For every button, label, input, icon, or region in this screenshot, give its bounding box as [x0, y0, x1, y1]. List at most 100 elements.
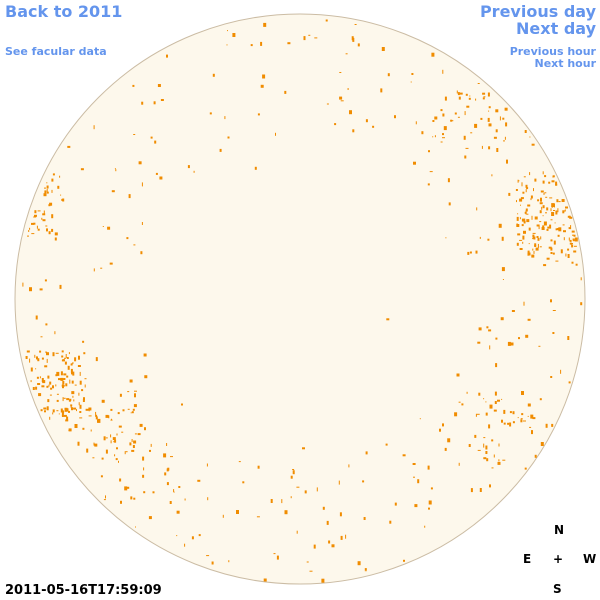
facula	[308, 34, 311, 36]
facula	[31, 222, 34, 225]
facula	[482, 92, 486, 95]
facula	[131, 411, 134, 414]
facula	[439, 428, 441, 432]
facula	[548, 246, 552, 249]
facula	[47, 399, 50, 403]
facula	[138, 161, 142, 165]
facula	[485, 451, 488, 454]
facula	[562, 210, 565, 214]
facula	[485, 445, 488, 450]
facula	[66, 375, 69, 378]
facula	[389, 520, 392, 524]
facula	[110, 440, 112, 444]
facula	[76, 409, 77, 412]
facula	[81, 389, 84, 392]
facula	[331, 544, 335, 548]
facula	[46, 188, 48, 192]
facula	[130, 496, 133, 500]
facula	[150, 136, 153, 139]
facula	[522, 191, 525, 194]
facula	[456, 373, 460, 377]
facula	[212, 73, 215, 77]
facula	[463, 135, 466, 140]
facula	[79, 380, 82, 385]
facula	[427, 183, 430, 186]
facula	[468, 97, 471, 100]
facular-link[interactable]: See facular data	[5, 45, 107, 58]
facula	[345, 53, 348, 55]
facula	[61, 415, 64, 417]
facula	[110, 419, 113, 421]
facula	[495, 337, 498, 340]
facula	[46, 385, 49, 388]
facula	[532, 232, 536, 234]
facula	[74, 384, 77, 386]
facula	[549, 197, 553, 199]
facula	[574, 237, 578, 242]
facula	[273, 553, 276, 555]
facula	[572, 238, 575, 241]
facula	[362, 480, 365, 483]
facula	[468, 444, 471, 447]
back-link[interactable]: Back to 2011	[5, 2, 123, 21]
facula	[571, 244, 574, 248]
facula	[567, 248, 570, 251]
facula	[226, 44, 228, 46]
facula	[90, 429, 92, 432]
facula	[458, 462, 460, 466]
facula	[482, 97, 485, 100]
facula	[62, 198, 65, 202]
facula	[488, 106, 491, 109]
facula	[447, 438, 451, 443]
facula	[458, 96, 461, 100]
facula	[340, 535, 343, 540]
facula	[519, 198, 523, 202]
facula	[348, 464, 350, 468]
facula	[526, 213, 529, 215]
facula	[556, 199, 559, 203]
facula	[134, 433, 137, 435]
facula	[465, 147, 469, 149]
facula	[35, 315, 38, 320]
facula	[479, 236, 481, 239]
previous-hour-link[interactable]: Previous hour	[509, 45, 596, 58]
facula	[169, 501, 172, 504]
facula	[569, 239, 572, 242]
facula	[340, 100, 344, 102]
facula	[74, 357, 77, 362]
facula	[521, 391, 524, 395]
facula	[263, 578, 267, 582]
facula	[142, 456, 145, 461]
facula	[485, 412, 488, 416]
facula	[568, 237, 570, 241]
facula	[524, 467, 527, 470]
facula	[519, 239, 523, 241]
facula	[491, 439, 494, 442]
facula	[37, 383, 41, 385]
facula	[461, 403, 464, 406]
facula	[502, 117, 505, 120]
facula	[454, 112, 457, 115]
next-day-link[interactable]: Next day	[516, 19, 596, 38]
facula	[571, 230, 575, 233]
facula	[542, 205, 545, 209]
facula	[184, 498, 186, 501]
facula	[554, 203, 555, 208]
facula	[31, 233, 35, 235]
next-hour-link[interactable]: Next hour	[534, 57, 597, 70]
facula	[562, 224, 565, 226]
facula	[533, 236, 536, 240]
facula	[133, 440, 137, 444]
facula	[502, 279, 504, 280]
facula	[281, 499, 283, 504]
facula	[544, 192, 547, 194]
facula	[232, 33, 236, 37]
facula	[517, 417, 519, 419]
facula	[166, 54, 168, 58]
previous-day-link[interactable]: Previous day	[479, 2, 596, 21]
facula	[95, 416, 98, 420]
facula	[534, 245, 537, 247]
facula	[495, 363, 498, 368]
facula	[474, 434, 477, 438]
facula	[394, 502, 397, 506]
